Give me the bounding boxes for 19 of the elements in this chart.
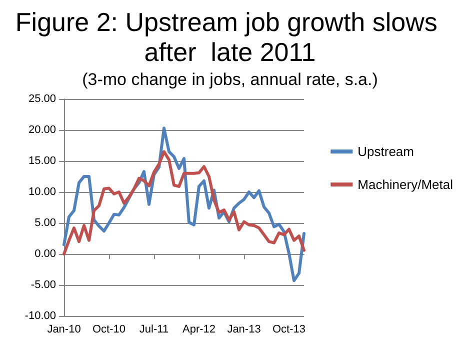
chart-subtitle: (3-mo change in jobs, annual rate, s.a.) [82, 70, 378, 89]
x-tick-label: Jan-10 [47, 324, 81, 336]
x-tick-label: Apr-12 [182, 324, 216, 336]
y-tick-label: 25.00 [28, 93, 56, 105]
y-tick-label: 20.00 [28, 124, 56, 136]
x-tick-label: Oct-13 [272, 324, 306, 336]
y-tick-label: -10.00 [24, 310, 56, 322]
y-tick-label: -5.00 [30, 279, 56, 291]
line-series [62, 150, 306, 256]
y-tick-label: 15.00 [28, 155, 56, 167]
x-tick-label: Oct-10 [92, 324, 126, 336]
legend-label: Machinery/Metal [358, 177, 454, 192]
legend-label: Upstream [358, 144, 414, 159]
y-tick-label: 5.00 [34, 217, 56, 229]
y-tick-label: 0.00 [34, 248, 56, 260]
chart-title: Figure 2: Upstream job growth slows after late 2011 [15, 7, 445, 67]
y-tick-label: 10.00 [28, 186, 56, 198]
x-tick-label: Jan-13 [227, 324, 261, 336]
x-tick-label: Jul-11 [139, 324, 169, 336]
